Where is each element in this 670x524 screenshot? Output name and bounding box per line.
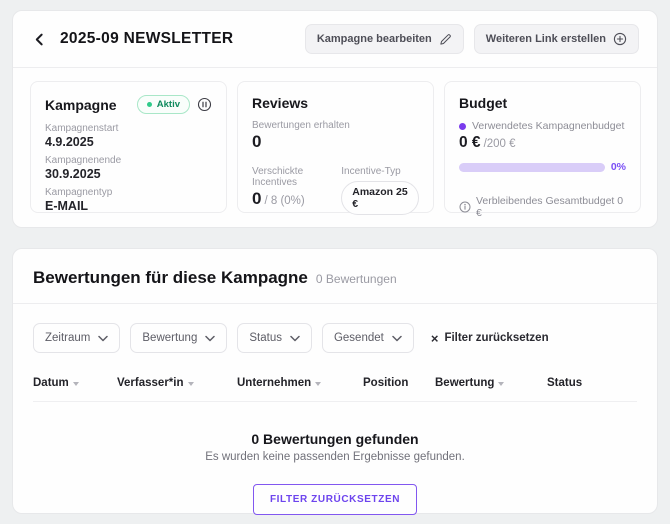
create-link-button[interactable]: Weiteren Link erstellen — [473, 24, 639, 54]
filter-gesendet-label: Gesendet — [333, 332, 384, 344]
incentive-type-field: Incentive-Typ Amazon 25 € — [341, 166, 419, 215]
create-link-button-label: Weiteren Link erstellen — [485, 33, 606, 45]
reviews-panel-title: Bewertungen für diese Kampagne — [33, 268, 308, 287]
filter-zeitraum-dropdown[interactable]: Zeitraum — [33, 323, 121, 353]
campaign-card: Kampagne Aktiv Kampagnenstart 4.9.2025 K… — [30, 81, 227, 213]
info-circle-icon — [459, 201, 471, 213]
chevron-down-icon — [98, 335, 109, 342]
campaign-header: 2025-09 NEWSLETTER Kampagne bearbeiten W… — [13, 11, 657, 68]
reset-filters-button[interactable]: FILTER ZURÜCKSETZEN — [252, 484, 418, 515]
reviews-count: 0 Bewertungen — [315, 272, 397, 286]
column-header-bewertung-label: Bewertung — [435, 377, 495, 389]
reset-filters-link[interactable]: × Filter zurücksetzen — [431, 332, 549, 345]
sort-caret-icon — [72, 381, 79, 386]
empty-state-title: 0 Bewertungen gefunden — [251, 431, 419, 447]
incentive-type-badge: Amazon 25 € — [341, 181, 419, 215]
filter-gesendet-dropdown[interactable]: Gesendet — [321, 323, 414, 353]
campaign-overview-panel: 2025-09 NEWSLETTER Kampagne bearbeiten W… — [12, 10, 658, 228]
column-header-verfasser[interactable]: Verfasser*in — [117, 377, 237, 389]
campaign-start-value: 4.9.2025 — [45, 135, 94, 149]
pause-circle-icon[interactable] — [197, 97, 212, 112]
chevron-down-icon — [205, 335, 216, 342]
budget-card: Budget Verwendetes Kampagnenbudget 0 € /… — [444, 81, 641, 219]
pencil-icon — [439, 33, 452, 46]
incentives-sent-value: 0 — [252, 189, 262, 208]
filter-status-dropdown[interactable]: Status — [237, 323, 312, 353]
budget-used-label: Verwendetes Kampagnenbudget — [472, 120, 625, 132]
filter-status-label: Status — [249, 332, 282, 344]
campaign-end-value: 30.9.2025 — [45, 167, 101, 181]
filters-row: Zeitraum Bewertung Status Gesendet × Fil… — [13, 304, 657, 367]
empty-state: 0 Bewertungen gefunden Es wurden keine p… — [13, 402, 657, 515]
column-header-bewertung[interactable]: Bewertung — [435, 377, 547, 389]
chevron-down-icon — [290, 335, 300, 342]
filter-bewertung-label: Bewertung — [142, 332, 198, 344]
reviews-panel-header: Bewertungen für diese Kampagne 0 Bewertu… — [13, 249, 657, 304]
campaign-end-label: Kampagnenende — [45, 155, 122, 166]
campaign-end-field: Kampagnenende 30.9.2025 — [45, 155, 212, 181]
budget-remaining-label: Verbleibendes Gesamtbudget 0 € — [476, 195, 624, 219]
reviews-received-value: 0 — [252, 132, 262, 151]
close-icon: × — [430, 330, 439, 346]
column-header-position: Position — [363, 377, 435, 389]
reviews-received-label: Bewertungen erhalten — [252, 120, 350, 131]
reviews-received-field: Bewertungen erhalten 0 — [252, 120, 419, 152]
filter-bewertung-dropdown[interactable]: Bewertung — [130, 323, 228, 353]
budget-used-value: 0 € — [459, 134, 481, 151]
incentives-sent-total: / 8 (0%) — [264, 195, 305, 207]
status-badge: Aktiv — [136, 95, 190, 114]
incentives-sent-label: Verschickte Incentives — [252, 166, 304, 188]
edit-campaign-button[interactable]: Kampagne bearbeiten — [304, 24, 464, 54]
campaign-start-field: Kampagnenstart 4.9.2025 — [45, 123, 212, 149]
filter-zeitraum-label: Zeitraum — [45, 332, 91, 344]
reviews-card-title: Reviews — [252, 95, 309, 111]
budget-card-title: Budget — [459, 95, 508, 111]
sort-caret-icon — [315, 381, 322, 386]
column-header-verfasser-label: Verfasser*in — [117, 377, 184, 389]
column-header-unternehmen-label: Unternehmen — [237, 377, 312, 389]
incentive-type-label: Incentive-Typ — [341, 166, 401, 177]
back-icon[interactable] — [33, 33, 46, 46]
page-title: 2025-09 NEWSLETTER — [60, 30, 234, 47]
campaign-type-field: Kampagnentyp E-MAIL — [45, 187, 212, 213]
budget-used-total: /200 € — [483, 138, 516, 150]
chevron-down-icon — [392, 335, 402, 342]
budget-legend-dot-icon — [459, 122, 466, 130]
reviews-table-header: Datum Verfasser*in Unternehmen Position … — [13, 367, 657, 401]
edit-campaign-button-label: Kampagne bearbeiten — [316, 33, 432, 45]
status-dot-icon — [146, 102, 152, 107]
reviews-panel: Bewertungen für diese Kampagne 0 Bewertu… — [12, 248, 658, 515]
campaign-start-label: Kampagnenstart — [45, 123, 119, 134]
column-header-status: Status — [547, 377, 637, 389]
plus-circle-icon — [613, 32, 627, 46]
budget-progress-bar — [459, 162, 605, 172]
reset-filters-label: Filter zurücksetzen — [444, 332, 549, 344]
column-header-datum-label: Datum — [33, 377, 69, 389]
sort-caret-icon — [498, 381, 505, 386]
incentives-sent-field: Verschickte Incentives 0 / 8 (0%) — [252, 166, 341, 215]
reviews-card: Reviews Bewertungen erhalten 0 Verschick… — [237, 81, 434, 215]
column-header-datum[interactable]: Datum — [33, 377, 117, 389]
budget-progress-percent: 0% — [610, 161, 626, 173]
empty-state-subtitle: Es wurden keine passenden Ergebnisse gef… — [205, 451, 465, 463]
column-header-position-label: Position — [363, 377, 409, 389]
table-divider — [33, 401, 637, 402]
status-badge-label: Aktiv — [156, 99, 180, 110]
sort-caret-icon — [187, 381, 194, 386]
campaign-card-title: Kampagne — [45, 96, 117, 113]
column-header-unternehmen[interactable]: Unternehmen — [237, 377, 363, 389]
summary-cards-row: Kampagne Aktiv Kampagnenstart 4.9.2025 K… — [13, 68, 657, 227]
campaign-type-value: E-MAIL — [45, 199, 89, 213]
campaign-type-label: Kampagnentyp — [45, 187, 113, 198]
column-header-status-label: Status — [547, 377, 583, 389]
